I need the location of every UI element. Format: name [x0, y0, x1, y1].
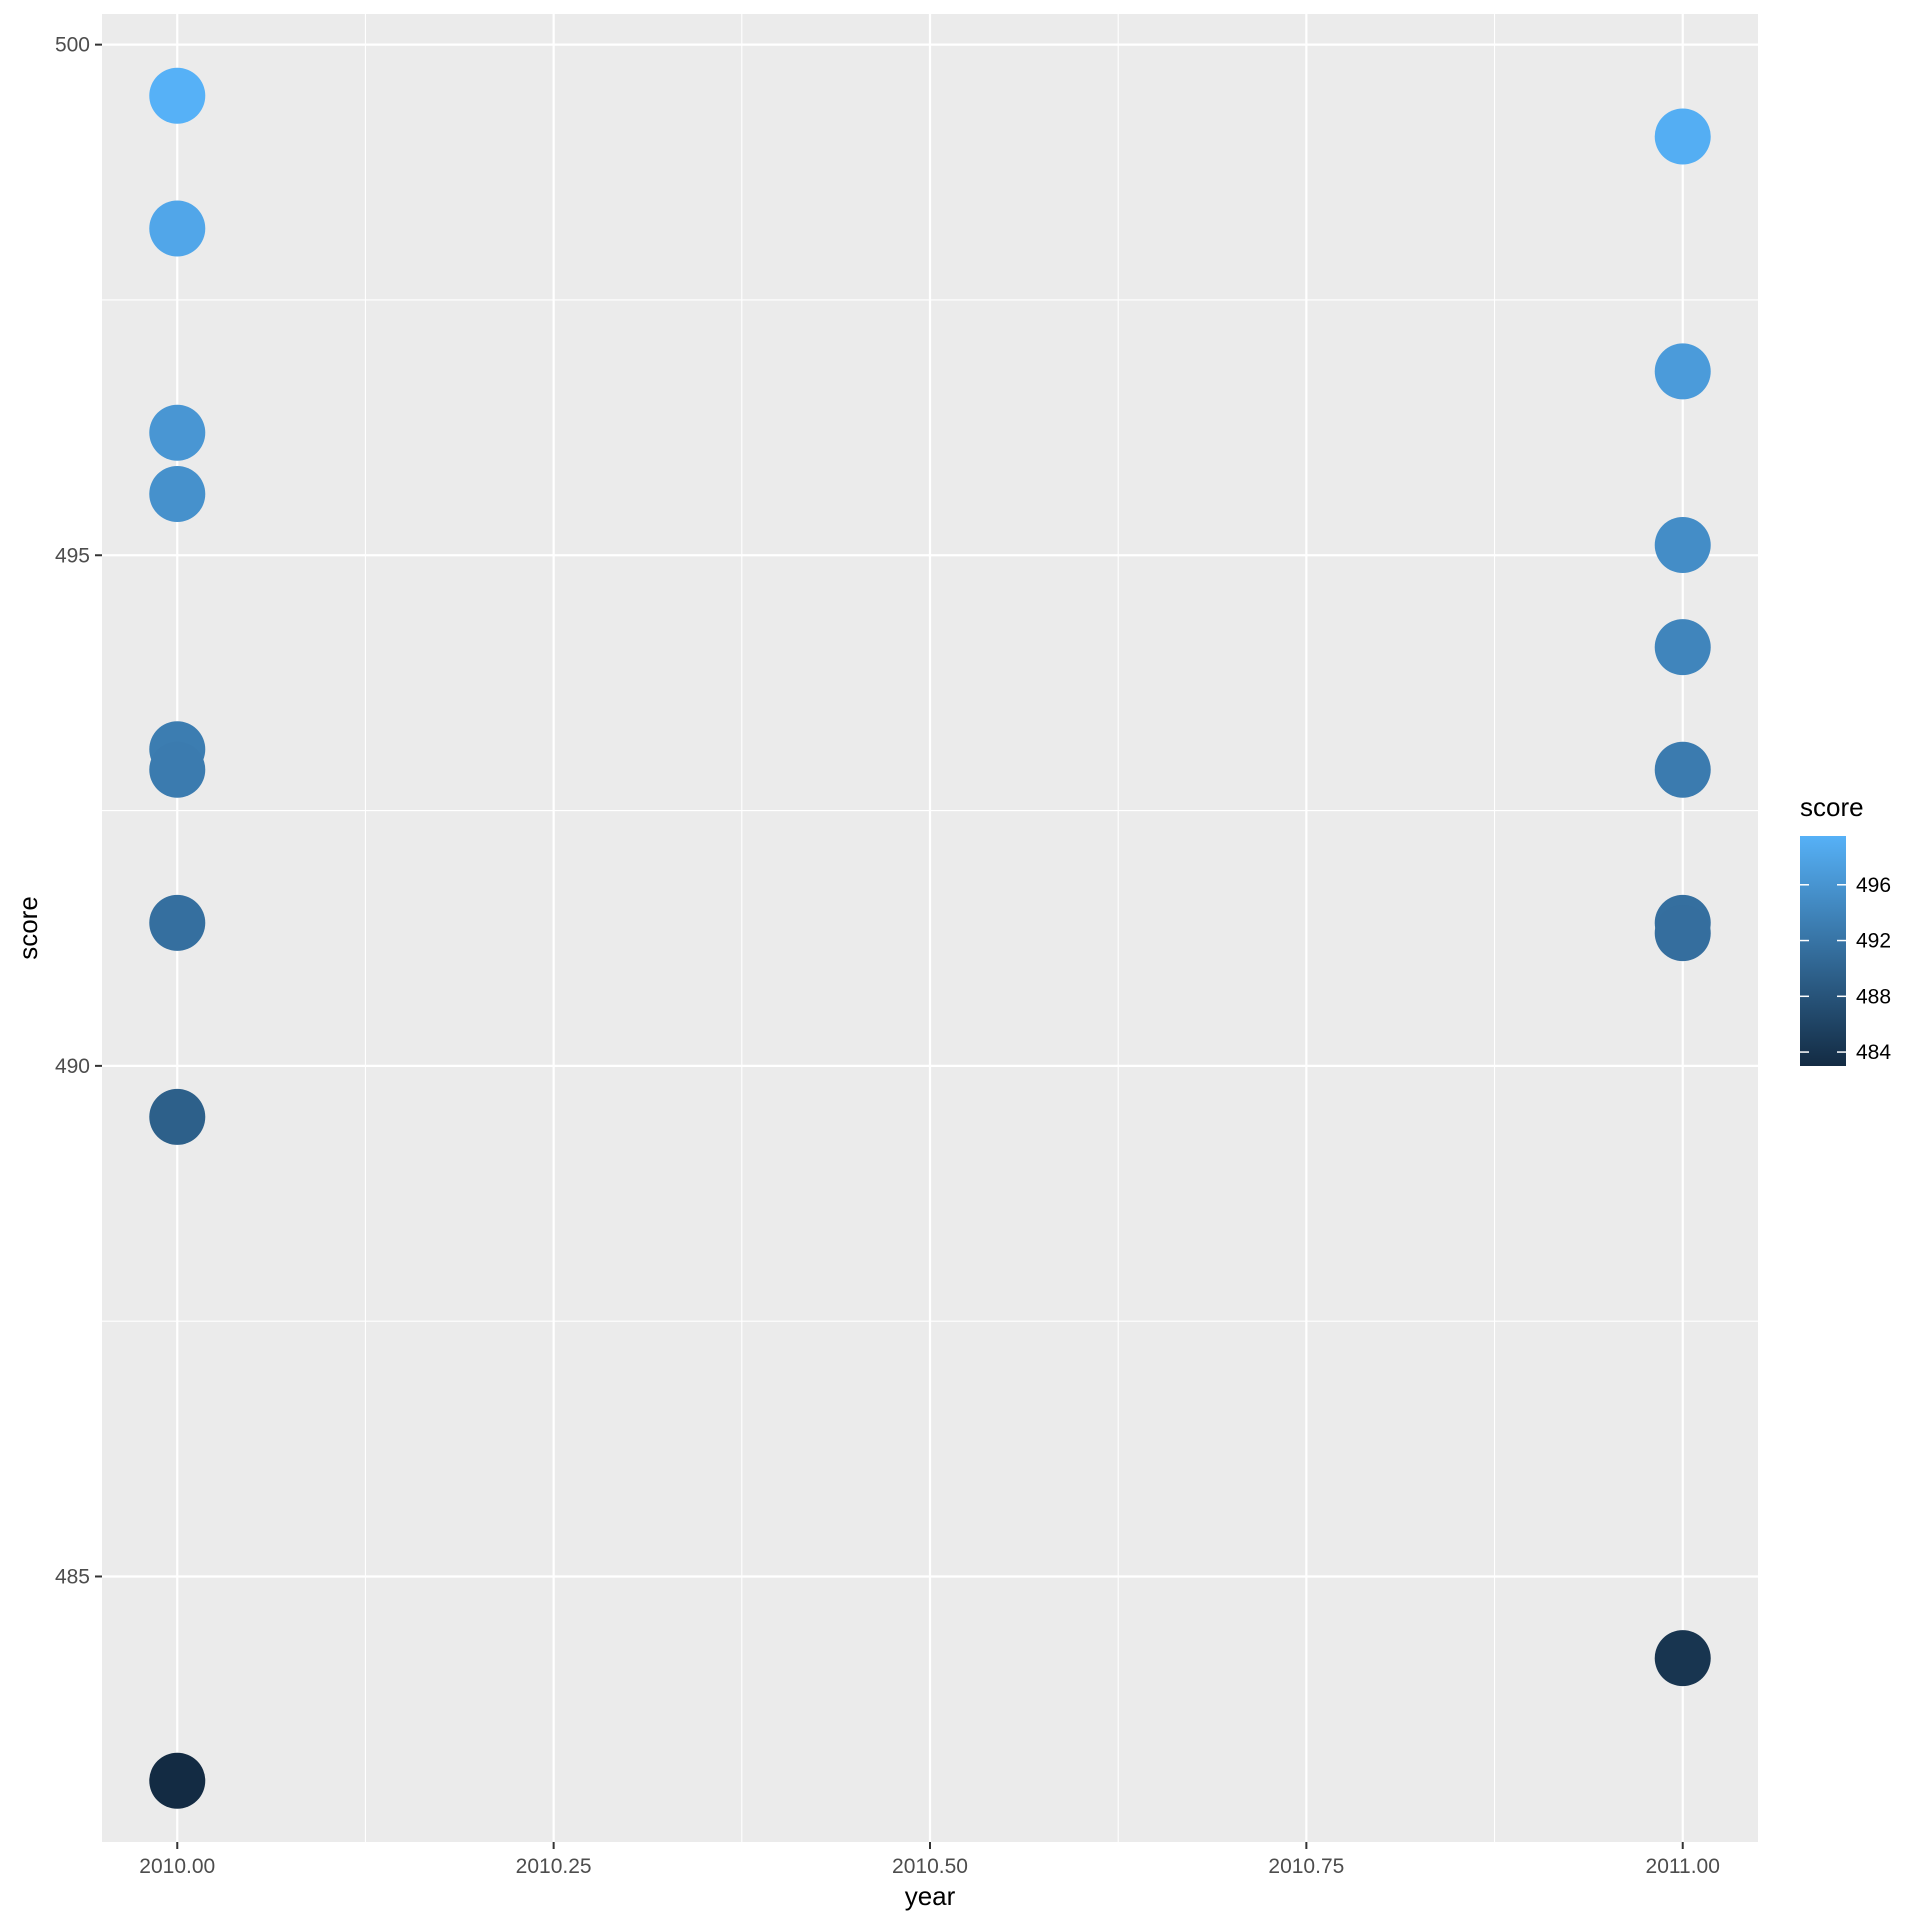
y-tick-label: 495 [55, 544, 90, 567]
colorbar-tick-label: 492 [1856, 930, 1891, 953]
data-point [149, 741, 206, 798]
data-point [1654, 741, 1711, 798]
data-point [149, 1752, 206, 1809]
color-legend: score 484 488 492 496 [1800, 792, 1891, 1066]
y-tick-label: 485 [55, 1565, 90, 1588]
legend-title: score [1800, 792, 1864, 822]
y-tick-label: 500 [55, 34, 90, 57]
colorbar-tick-label: 484 [1856, 1041, 1891, 1064]
data-point [149, 894, 206, 951]
colorbar-tick-label: 496 [1856, 874, 1891, 897]
data-point [1654, 1630, 1711, 1687]
x-tick-label: 2010.50 [892, 1855, 968, 1878]
data-point [149, 404, 206, 461]
colorbar [1800, 836, 1846, 1066]
data-points [149, 67, 1711, 1809]
colorbar-ticks: 484 488 492 496 [1800, 874, 1891, 1064]
x-axis-title: year [905, 1881, 956, 1911]
colorbar-tick-label: 488 [1856, 985, 1891, 1008]
x-tick-label: 2010.25 [516, 1855, 592, 1878]
x-tick-label: 2011.00 [1646, 1855, 1720, 1878]
major-gridlines [102, 14, 1758, 1842]
data-point [1654, 905, 1711, 962]
data-point [149, 465, 206, 522]
y-axis: 485 490 495 500 [55, 34, 102, 1588]
data-point [1654, 619, 1711, 676]
y-axis-title: score [13, 896, 43, 960]
data-point [1654, 108, 1711, 165]
x-tick-label: 2010.00 [139, 1855, 215, 1878]
data-point [149, 200, 206, 257]
data-point [149, 1088, 206, 1145]
y-tick-label: 490 [55, 1055, 90, 1078]
data-point [1654, 517, 1711, 574]
x-axis: 2010.00 2010.25 2010.50 2010.75 2011.00 [139, 1842, 1720, 1878]
data-point [149, 67, 206, 124]
x-tick-label: 2010.75 [1268, 1855, 1344, 1878]
data-point [1654, 343, 1711, 400]
